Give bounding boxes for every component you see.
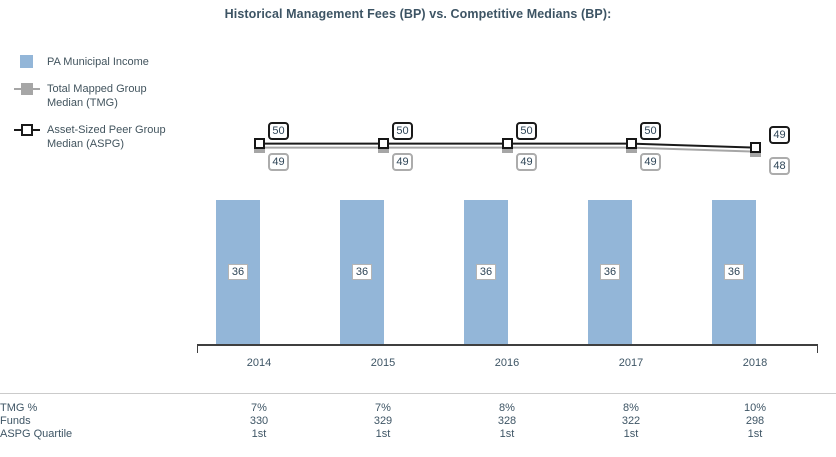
aspg-value-label: 50: [640, 121, 661, 140]
table-cell: 8%: [623, 402, 639, 414]
x-axis-tick: [197, 345, 198, 353]
bar-value-label: 36: [352, 264, 372, 280]
tmg-value-label: 49: [392, 152, 413, 171]
x-axis-label: 2014: [246, 357, 272, 369]
aspg-value-label: 50: [516, 121, 537, 140]
table-row-label: Funds: [0, 415, 31, 427]
chart-title: Historical Management Fees (BP) vs. Comp…: [224, 7, 612, 21]
bar-swatch-icon: [14, 55, 40, 69]
table-cell: 1st: [623, 428, 639, 440]
legend-label: PA Municipal Income: [47, 56, 149, 68]
table-cell: 298: [745, 415, 765, 427]
aspg-marker: [501, 138, 513, 150]
table-cell: 7%: [375, 402, 391, 414]
table-cell: 1st: [499, 428, 515, 440]
table-cell: 329: [373, 415, 393, 427]
aspg-marker: [749, 142, 761, 154]
tmg-line-marker-icon: [14, 82, 40, 96]
legend-item-tmg: Total Mapped Group Median (TMG): [14, 82, 179, 110]
chart-legend: PA Municipal Income Total Mapped Group M…: [14, 55, 179, 151]
x-axis-label: 2016: [494, 357, 520, 369]
x-axis-label: 2017: [618, 357, 644, 369]
x-axis-line: [197, 344, 818, 346]
legend-label: Total Mapped Group Median (TMG): [47, 83, 147, 109]
bar-value-label: 36: [600, 264, 620, 280]
table-cell: 1st: [747, 428, 763, 440]
legend-item-aspg: Asset-Sized Peer Group Median (ASPG): [14, 123, 179, 151]
bar-value-label: 36: [228, 264, 248, 280]
tmg-value-label: 49: [268, 152, 289, 171]
table-cell: 1st: [251, 428, 267, 440]
tmg-value-label: 49: [516, 152, 537, 171]
bar-value-label: 36: [724, 264, 744, 280]
aspg-line-marker-icon: [14, 123, 40, 137]
x-axis-tick: [817, 345, 818, 353]
legend-item-pa-municipal-income: PA Municipal Income: [14, 55, 179, 69]
aspg-value-label: 49: [769, 125, 790, 144]
aspg-value-label: 50: [392, 121, 413, 140]
table-cell: 1st: [375, 428, 391, 440]
table-row-label: ASPG Quartile: [0, 428, 73, 440]
bar-value-label: 36: [476, 264, 496, 280]
table-cell: 328: [497, 415, 517, 427]
x-axis-label: 2015: [370, 357, 396, 369]
aspg-marker: [625, 138, 637, 150]
table-cell: 330: [249, 415, 269, 427]
table-cell: 10%: [743, 402, 767, 414]
aspg-value-label: 50: [268, 121, 289, 140]
aspg-marker: [253, 138, 265, 150]
table-row-label: TMG %: [0, 402, 38, 414]
tmg-value-label: 48: [769, 156, 790, 175]
x-axis-label: 2018: [742, 357, 768, 369]
aspg-marker: [377, 138, 389, 150]
tmg-value-label: 49: [640, 152, 661, 171]
legend-label: Asset-Sized Peer Group Median (ASPG): [47, 124, 166, 150]
table-cell: 8%: [499, 402, 515, 414]
table-separator-line: [0, 393, 836, 394]
table-cell: 322: [621, 415, 641, 427]
table-cell: 7%: [251, 402, 267, 414]
